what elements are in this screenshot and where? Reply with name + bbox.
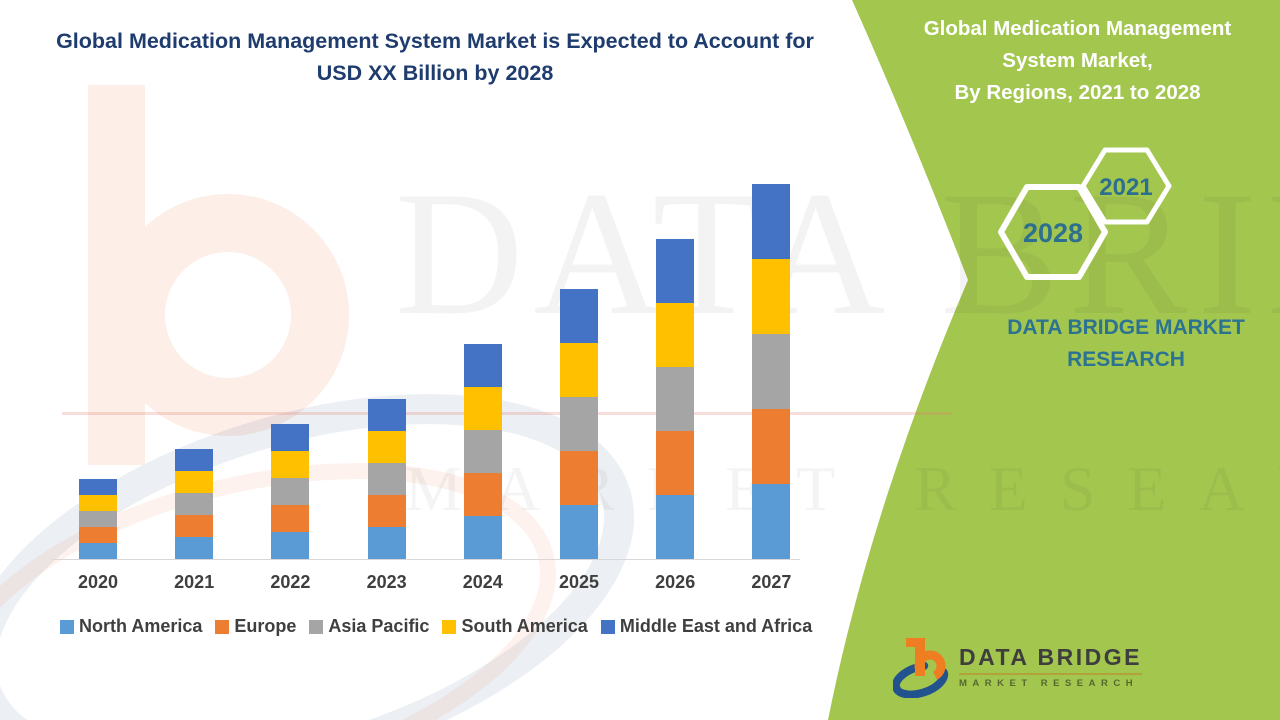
hexagon-2021-label: 2021 [1099, 174, 1152, 201]
bar-segment-europe-2024 [463, 473, 502, 516]
logo-name: DATA BRIDGE [959, 643, 1142, 670]
x-axis-label-2021: 2021 [174, 572, 215, 592]
logo-b-bowl [914, 650, 946, 682]
bar-segment-south-america-2021 [175, 471, 214, 493]
x-axis-label-2027: 2027 [751, 572, 792, 592]
legend-item-north-america: North America [60, 616, 202, 637]
chart-title: Global Medication Management System Mark… [56, 29, 814, 85]
logo-text-block: DATA BRIDGE MARKET RESEARCH [959, 644, 1142, 689]
bar-segment-europe-2023 [367, 495, 406, 527]
legend-item-europe: Europe [215, 616, 296, 637]
bar-segment-middle-east-and-africa-2027 [752, 184, 791, 259]
legend-swatch [309, 619, 324, 634]
bar-2023 [367, 399, 406, 559]
legend-label: South America [461, 616, 588, 636]
bar-2020 [79, 479, 117, 559]
bar-segment-asia-pacific-2026 [656, 367, 695, 431]
bar-segment-north-america-2027 [752, 484, 791, 559]
bar-segment-middle-east-and-africa-2026 [656, 239, 695, 303]
bar-segment-south-america-2027 [752, 259, 791, 334]
bar-2022 [271, 424, 310, 559]
company-logo: DATA BRIDGE MARKET RESEARCH [893, 634, 1142, 698]
bar-segment-north-america-2023 [367, 527, 406, 559]
x-axis-label-2025: 2025 [558, 572, 600, 592]
bar-segment-middle-east-and-africa-2023 [367, 399, 406, 431]
bar-2026 [656, 239, 695, 559]
panel-heading: Global Medication Management System Mark… [923, 17, 1232, 104]
bar-segment-north-america-2020 [79, 543, 117, 559]
bar-segment-south-america-2023 [367, 431, 406, 463]
bar-segment-north-america-2026 [656, 495, 695, 559]
bar-segment-asia-pacific-2022 [271, 478, 310, 505]
logo-b-icon [893, 638, 949, 698]
bar-segment-asia-pacific-2021 [175, 493, 214, 515]
plot-area: 2020 2021 2022 2023 2024 2025 2026 2027 [52, 184, 800, 592]
bar-segment-asia-pacific-2023 [367, 463, 406, 495]
bar-segment-north-america-2024 [463, 516, 502, 559]
watermark-underline [62, 412, 952, 415]
bar-segment-asia-pacific-2027 [752, 334, 791, 409]
hexagon-2028 [998, 184, 1108, 280]
bar-segment-north-america-2021 [175, 537, 214, 559]
legend-swatch [600, 619, 615, 634]
forecast-hexagons: 2028 2021 [998, 147, 1172, 280]
legend-item-asia-pacific: Asia Pacific [309, 616, 429, 637]
x-axis-line [52, 559, 800, 560]
bar-segment-north-america-2025 [560, 505, 598, 559]
legend-label: North America [79, 616, 203, 636]
legend-label: Middle East and Africa [619, 616, 813, 636]
x-axis-label-2020: 2020 [77, 572, 119, 592]
bar-segment-europe-2020 [79, 527, 117, 543]
legend-swatch [215, 619, 230, 634]
legend-swatch [442, 619, 457, 634]
legend-swatch [60, 619, 74, 634]
bar-segment-asia-pacific-2020 [79, 511, 117, 527]
chart-legend: North America Europe Asia Pacific South Ame… [60, 616, 812, 637]
logo-subtitle: MARKET RESEARCH [959, 677, 1139, 689]
bar-2027 [752, 184, 791, 559]
bar-segment-middle-east-and-africa-2020 [79, 479, 117, 495]
hexagon-2021 [1080, 147, 1172, 225]
legend-item-middle-east-and-africa: Middle East and Africa [600, 616, 813, 637]
bar-segment-north-america-2022 [271, 532, 310, 559]
bar-segment-europe-2022 [271, 505, 310, 532]
x-axis-label-2023: 2023 [366, 572, 407, 592]
bar-segment-middle-east-and-africa-2025 [560, 289, 598, 343]
hexagon-2028-label: 2028 [1023, 218, 1083, 248]
bar-segment-europe-2026 [656, 431, 695, 495]
x-axis-label-2022: 2022 [270, 572, 311, 592]
bar-segment-south-america-2024 [463, 387, 502, 430]
bar-segment-asia-pacific-2025 [560, 397, 598, 451]
x-axis-label-2024: 2024 [462, 572, 503, 592]
bar-segment-south-america-2026 [656, 303, 695, 367]
bar-segment-south-america-2025 [560, 343, 598, 397]
bar-segment-europe-2025 [560, 451, 598, 505]
legend-item-south-america: South America [442, 616, 588, 637]
bar-segment-south-america-2022 [271, 451, 310, 478]
bar-2024 [463, 344, 502, 559]
bar-segment-europe-2021 [175, 515, 214, 537]
bar-segment-middle-east-and-africa-2021 [175, 449, 214, 471]
bar-2021 [175, 449, 214, 559]
bar-segment-middle-east-and-africa-2022 [271, 424, 310, 451]
bar-segment-middle-east-and-africa-2024 [463, 344, 502, 387]
legend-label: Europe [234, 616, 297, 636]
bar-2025 [560, 289, 598, 559]
legend-label: Asia Pacific [328, 616, 430, 636]
bar-segment-asia-pacific-2024 [463, 430, 502, 473]
x-axis-label-2026: 2026 [655, 572, 696, 592]
bar-segment-south-america-2020 [79, 495, 117, 511]
brand-text: DATA BRIDGE MARKET RESEARCH [1007, 316, 1245, 371]
bar-segment-europe-2027 [752, 409, 791, 484]
logo-divider [959, 672, 1142, 675]
